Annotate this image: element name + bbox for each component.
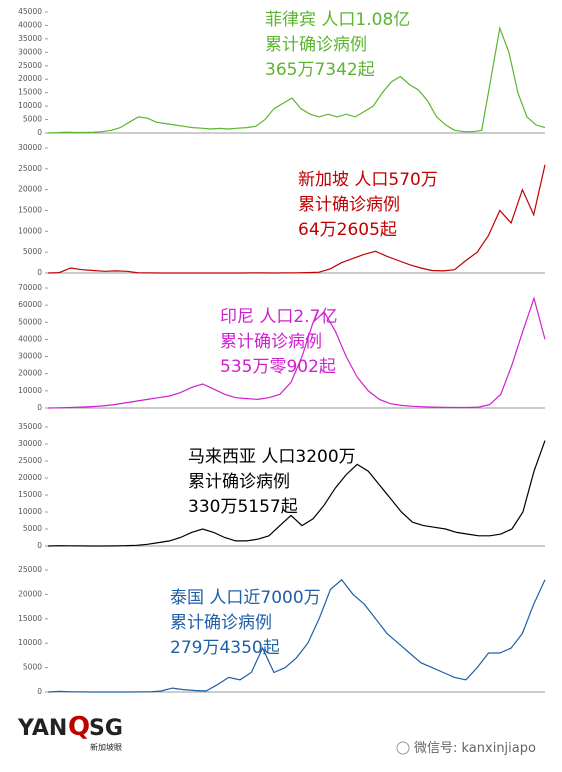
y-tick-label: 20000 bbox=[18, 74, 42, 83]
y-tick-label: 60000 bbox=[18, 300, 42, 309]
y-tick-label: 35000 bbox=[18, 34, 42, 43]
annotation: 累计确诊病例 bbox=[220, 332, 322, 352]
annotation: 菲律宾 人口1.08亿 bbox=[265, 10, 410, 30]
annotation: 累计确诊病例 bbox=[170, 613, 272, 633]
annotation: 64万2605起 bbox=[298, 220, 397, 240]
line bbox=[47, 578, 546, 693]
y-tick-label: 40000 bbox=[18, 20, 42, 29]
y-tick-label: 0 bbox=[37, 541, 42, 550]
y-tick-label: 30000 bbox=[18, 47, 42, 56]
y-tick-label: 25000 bbox=[18, 565, 42, 574]
y-tick-label: 10000 bbox=[18, 638, 42, 647]
line bbox=[47, 164, 546, 274]
y-tick-label: 30000 bbox=[18, 352, 42, 361]
y-tick-label: 5000 bbox=[23, 115, 42, 124]
y-tick-label: 0 bbox=[37, 268, 42, 277]
y-tick-label: 35000 bbox=[18, 422, 42, 431]
y-tick-label: 15000 bbox=[18, 490, 42, 499]
logo: SG bbox=[89, 716, 123, 741]
y-tick-label: 0 bbox=[37, 403, 42, 412]
annotation: 535万零902起 bbox=[220, 357, 336, 377]
y-tick-label: 5000 bbox=[23, 663, 42, 672]
logo-sub: 新加坡眼 bbox=[90, 742, 122, 752]
line bbox=[47, 296, 546, 409]
y-tick-label: 25000 bbox=[18, 164, 42, 173]
annotation: 马来西亚 人口3200万 bbox=[188, 447, 356, 467]
y-tick-label: 15000 bbox=[18, 614, 42, 623]
y-tick-label: 10000 bbox=[18, 507, 42, 516]
annotation: 累计确诊病例 bbox=[265, 35, 367, 55]
y-tick-label: 70000 bbox=[18, 283, 42, 292]
line bbox=[47, 440, 546, 547]
annotation: 330万5157起 bbox=[188, 497, 298, 517]
y-tick-label: 10000 bbox=[18, 386, 42, 395]
annotation: 印尼 人口2.7亿 bbox=[220, 307, 337, 327]
y-tick-label: 25000 bbox=[18, 456, 42, 465]
annotation: 新加坡 人口570万 bbox=[298, 170, 438, 190]
y-tick-label: 5000 bbox=[23, 247, 42, 256]
y-tick-label: 15000 bbox=[18, 88, 42, 97]
annotation: 累计确诊病例 bbox=[298, 195, 400, 215]
wechat-icon bbox=[396, 741, 410, 755]
y-tick-label: 50000 bbox=[18, 317, 42, 326]
y-tick-label: 25000 bbox=[18, 61, 42, 70]
y-tick-label: 0 bbox=[37, 687, 42, 696]
wechat: 微信号: kanxinjiapo bbox=[414, 741, 536, 756]
y-tick-label: 30000 bbox=[18, 143, 42, 152]
logo: YAN bbox=[17, 716, 67, 741]
y-tick-label: 5000 bbox=[23, 524, 42, 533]
y-tick-label: 40000 bbox=[18, 334, 42, 343]
y-tick-label: 20000 bbox=[18, 369, 42, 378]
y-tick-label: 45000 bbox=[18, 7, 42, 16]
y-tick-label: 30000 bbox=[18, 439, 42, 448]
y-tick-label: 10000 bbox=[18, 101, 42, 110]
annotation: 365万7342起 bbox=[265, 60, 375, 80]
annotation: 279万4350起 bbox=[170, 638, 280, 658]
y-tick-label: 20000 bbox=[18, 185, 42, 194]
y-tick-label: 15000 bbox=[18, 206, 42, 215]
y-tick-label: 0 bbox=[37, 128, 42, 137]
annotation: 泰国 人口近7000万 bbox=[170, 588, 321, 608]
y-tick-label: 20000 bbox=[18, 473, 42, 482]
y-tick-label: 20000 bbox=[18, 589, 42, 598]
y-tick-label: 10000 bbox=[18, 226, 42, 235]
annotation: 累计确诊病例 bbox=[188, 472, 290, 492]
logo: Q bbox=[68, 712, 90, 742]
line bbox=[47, 25, 546, 134]
